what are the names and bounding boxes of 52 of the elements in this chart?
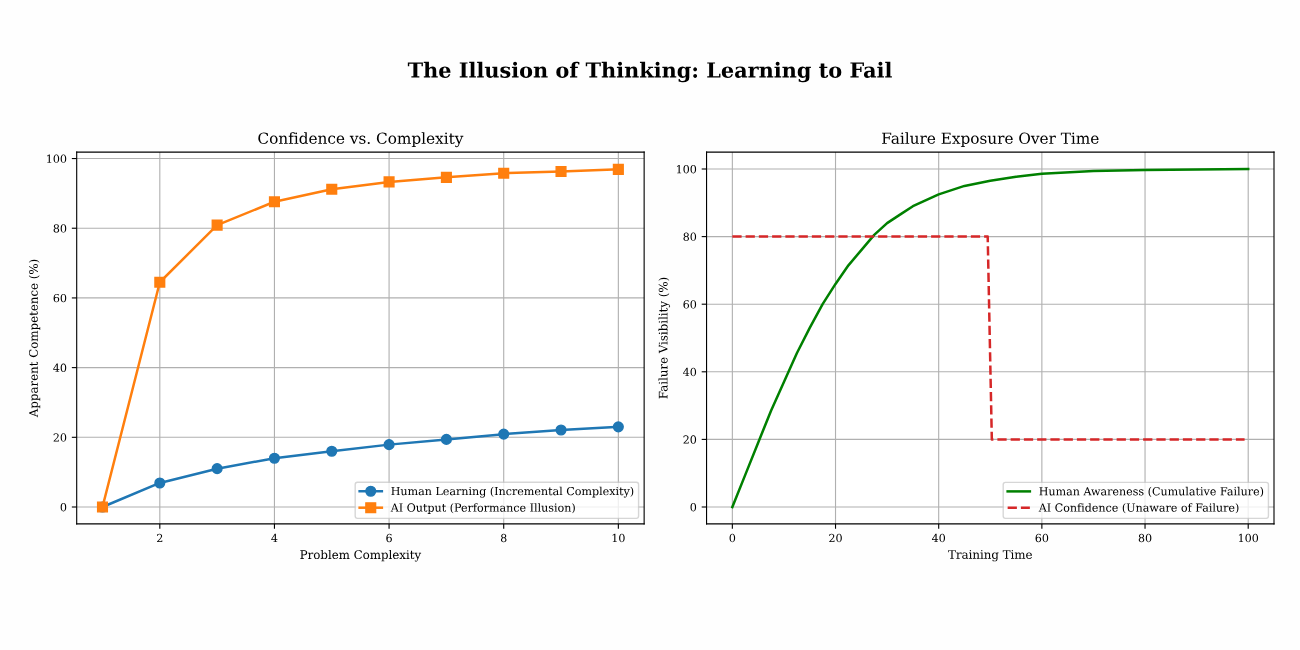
chart-title: Failure Exposure Over Time <box>882 132 1099 147</box>
y-tick-label: 80 <box>53 224 67 233</box>
point <box>211 463 223 475</box>
y-tick-label: 20 <box>53 433 67 442</box>
x-tick-label: 40 <box>931 533 946 543</box>
x-tick-label: 20 <box>829 533 842 543</box>
point <box>440 433 452 445</box>
x-tick-label: 8 <box>500 533 507 543</box>
legend-label: Human Learning (Incremental Complexity) <box>391 486 634 498</box>
point <box>555 424 567 436</box>
x-tick-label: 100 <box>1238 533 1259 543</box>
x-tick-label: 10 <box>612 533 625 543</box>
x-tick-label: 60 <box>1035 533 1049 543</box>
y-tick-label: 60 <box>683 300 697 309</box>
y-tick-label: 20 <box>683 435 697 444</box>
y-tick-label: 0 <box>690 502 697 512</box>
point <box>326 445 338 457</box>
y-axis-title: Failure Visibility (%) <box>658 277 671 399</box>
legend-label: AI Output (Performance Illusion) <box>390 503 575 514</box>
x-tick-label: 4 <box>271 533 278 543</box>
y-tick-label: 100 <box>676 164 697 174</box>
y-tick-label: 80 <box>683 232 697 241</box>
point <box>268 452 281 464</box>
chart-title: Confidence vs. Complexity <box>258 132 464 148</box>
point <box>383 176 395 188</box>
point <box>154 276 166 288</box>
x-tick-label: 0 <box>729 533 736 543</box>
point <box>612 421 624 433</box>
x-tick-label: 6 <box>386 533 392 543</box>
legend-label: Human Awareness (Cumulative Failure) <box>1039 486 1264 498</box>
x-tick-label: 80 <box>1138 533 1152 543</box>
point <box>440 171 452 183</box>
text: The Illusion of Thinking: Learning to Fail <box>407 61 892 83</box>
point <box>154 477 166 489</box>
point <box>211 219 223 231</box>
y-axis-title: Apparent Competence (%) <box>28 259 41 418</box>
y-tick-label: 100 <box>47 154 67 163</box>
point <box>612 163 624 175</box>
point <box>383 439 395 451</box>
point <box>326 183 338 195</box>
y-tick-label: 40 <box>683 367 697 377</box>
point <box>498 167 510 179</box>
point <box>498 428 510 440</box>
x-tick-label: 2 <box>157 533 163 543</box>
y-tick-label: 60 <box>53 293 67 303</box>
x-axis-title: Training Time <box>948 550 1032 562</box>
point <box>268 196 281 208</box>
x-axis-title: Problem Complexity <box>300 549 422 562</box>
y-tick-label: 40 <box>53 363 67 372</box>
point <box>555 165 567 177</box>
y-tick-label: 0 <box>60 502 67 512</box>
legend-label: AI Confidence (Unaware of Failure) <box>1038 503 1239 514</box>
